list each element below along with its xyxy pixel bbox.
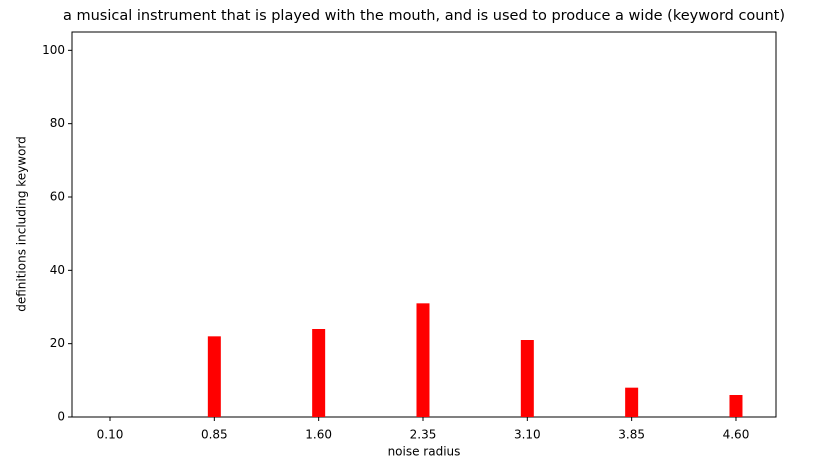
x-tick-label: 4.60 bbox=[723, 428, 750, 442]
y-tick-label: 0 bbox=[57, 410, 65, 424]
y-tick-label: 20 bbox=[50, 336, 65, 350]
bar bbox=[625, 387, 639, 417]
x-tick-label: 3.85 bbox=[618, 428, 645, 442]
x-tick-label: 2.35 bbox=[410, 428, 437, 442]
y-tick-label: 100 bbox=[42, 43, 65, 57]
bar bbox=[520, 340, 534, 417]
y-axis-label: definitions including keyword bbox=[15, 136, 29, 312]
y-tick-label: 60 bbox=[50, 190, 65, 204]
y-tick-label: 40 bbox=[50, 263, 65, 277]
bar bbox=[416, 303, 430, 417]
bar bbox=[207, 336, 221, 417]
x-tick-label: 1.60 bbox=[305, 428, 332, 442]
x-tick-label: 3.10 bbox=[514, 428, 541, 442]
x-tick-label: 0.85 bbox=[201, 428, 228, 442]
x-tick-label: 0.10 bbox=[97, 428, 124, 442]
y-tick-label: 80 bbox=[50, 116, 65, 130]
x-axis-label: noise radius bbox=[388, 445, 461, 459]
bar bbox=[729, 395, 743, 417]
bar bbox=[312, 329, 326, 417]
chart-title: a musical instrument that is played with… bbox=[63, 8, 785, 24]
